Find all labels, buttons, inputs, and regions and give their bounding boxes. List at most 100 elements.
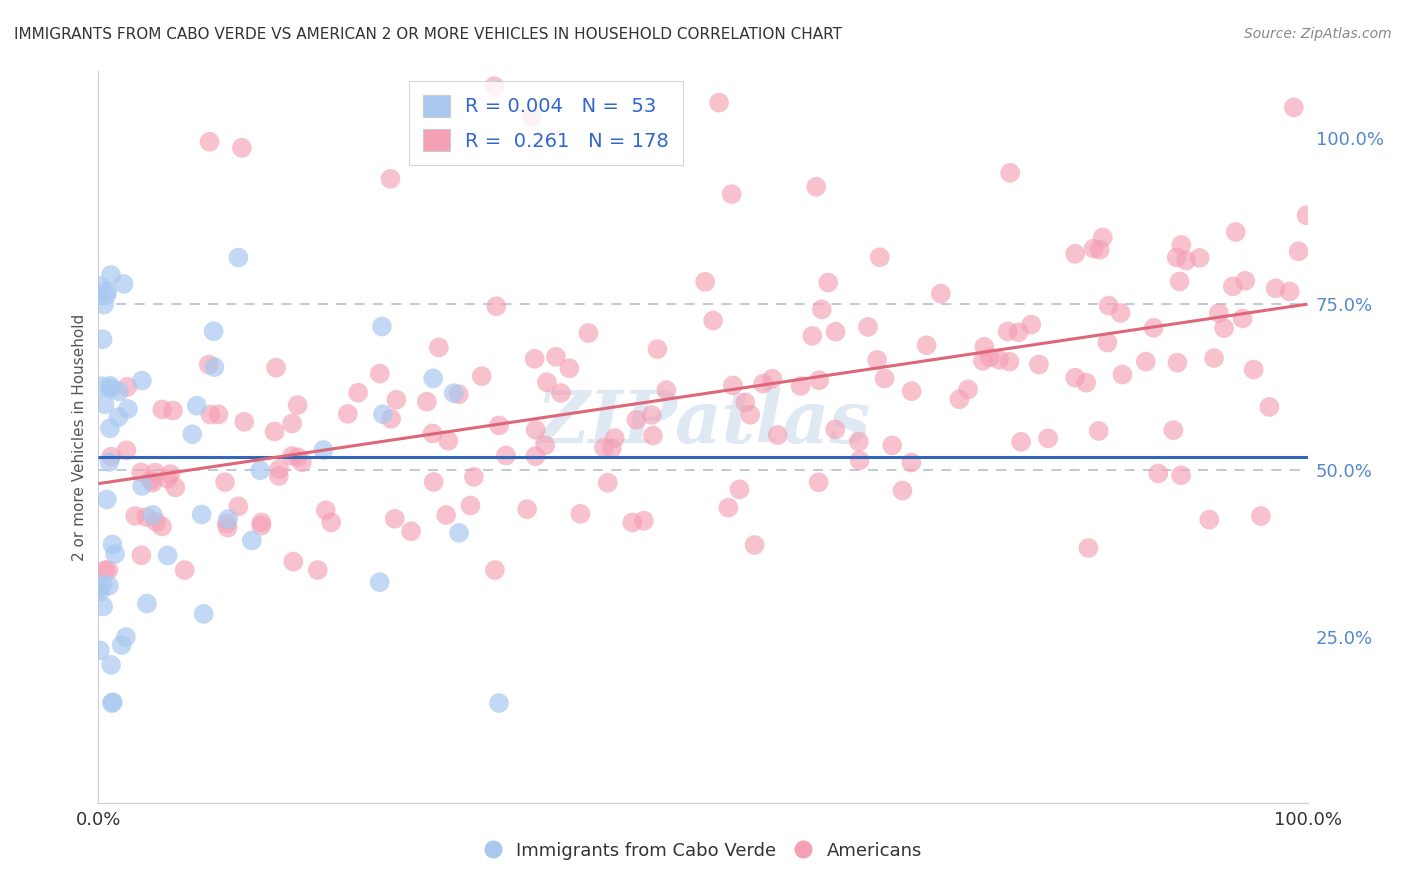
Point (1109, 306, 1132, 320)
Point (824, 422, 846, 436)
Point (1064, 247, 1087, 261)
Legend: Immigrants from Cabo Verde, Americans: Immigrants from Cabo Verde, Americans (477, 835, 929, 867)
Point (596, 475, 619, 490)
Point (156, 472, 179, 486)
Point (1278, 285, 1301, 299)
Point (1250, 508, 1272, 523)
Text: IMMIGRANTS FROM CABO VERDE VS AMERICAN 2 OR MORE VEHICLES IN HOUSEHOLD CORRELATI: IMMIGRANTS FROM CABO VERDE VS AMERICAN 2… (14, 27, 842, 42)
Point (156, 549, 179, 563)
Point (544, 350, 567, 364)
Point (869, 250, 891, 264)
Point (882, 438, 904, 452)
Point (115, 443, 138, 458)
Point (1087, 424, 1109, 438)
Point (87, 581, 110, 595)
Point (523, 351, 546, 366)
Point (422, 475, 444, 489)
Point (112, 277, 135, 291)
Point (217, 521, 239, 535)
Point (98, 378, 121, 392)
Point (460, 499, 482, 513)
Point (495, 449, 517, 463)
Point (186, 399, 208, 413)
Point (752, 376, 775, 391)
Point (811, 302, 834, 317)
Point (287, 398, 309, 412)
Point (720, 187, 742, 202)
Point (111, 638, 134, 652)
Point (707, 95, 730, 110)
Point (655, 383, 678, 397)
Point (139, 474, 162, 488)
Point (190, 508, 212, 522)
Point (117, 401, 139, 416)
Point (593, 441, 616, 455)
Point (824, 325, 846, 339)
Point (761, 372, 783, 386)
Point (89, 585, 111, 599)
Point (740, 408, 762, 422)
Point (93, 397, 115, 411)
Point (1170, 238, 1192, 252)
Point (641, 428, 664, 442)
Point (200, 408, 222, 422)
Point (287, 450, 309, 465)
Point (368, 367, 391, 381)
Point (233, 415, 256, 429)
Point (100, 382, 122, 396)
Point (915, 338, 938, 352)
Point (91, 332, 114, 346)
Point (1264, 281, 1286, 295)
Point (312, 442, 335, 457)
Point (817, 276, 839, 290)
Point (600, 442, 623, 456)
Point (957, 383, 980, 397)
Point (117, 380, 139, 394)
Point (929, 286, 952, 301)
Point (181, 427, 204, 442)
Point (159, 467, 181, 481)
Point (145, 515, 167, 529)
Point (524, 449, 547, 463)
Point (626, 413, 648, 427)
Point (1036, 431, 1059, 445)
Point (702, 313, 724, 327)
Point (463, 470, 485, 484)
Point (1222, 279, 1244, 293)
Point (524, 423, 547, 437)
Point (856, 319, 879, 334)
Point (131, 374, 153, 388)
Point (307, 563, 329, 577)
Point (1076, 376, 1098, 390)
Point (1064, 370, 1087, 384)
Point (1098, 299, 1121, 313)
Point (1135, 354, 1157, 368)
Point (150, 519, 173, 533)
Point (488, 696, 510, 710)
Point (550, 386, 572, 401)
Point (1008, 325, 1031, 339)
Point (1142, 321, 1164, 335)
Point (90, 379, 112, 393)
Point (1083, 242, 1105, 256)
Point (534, 438, 557, 452)
Point (91, 577, 114, 591)
Point (520, 110, 543, 124)
Point (207, 408, 229, 422)
Point (1028, 358, 1050, 372)
Point (97, 563, 120, 577)
Point (315, 503, 337, 517)
Point (973, 340, 995, 354)
Point (141, 475, 163, 490)
Point (808, 373, 831, 387)
Point (988, 352, 1011, 367)
Point (1166, 251, 1188, 265)
Point (347, 385, 370, 400)
Point (100, 268, 122, 282)
Point (891, 483, 914, 498)
Point (380, 171, 402, 186)
Point (249, 463, 271, 477)
Point (202, 324, 225, 338)
Point (443, 386, 465, 401)
Point (866, 352, 889, 367)
